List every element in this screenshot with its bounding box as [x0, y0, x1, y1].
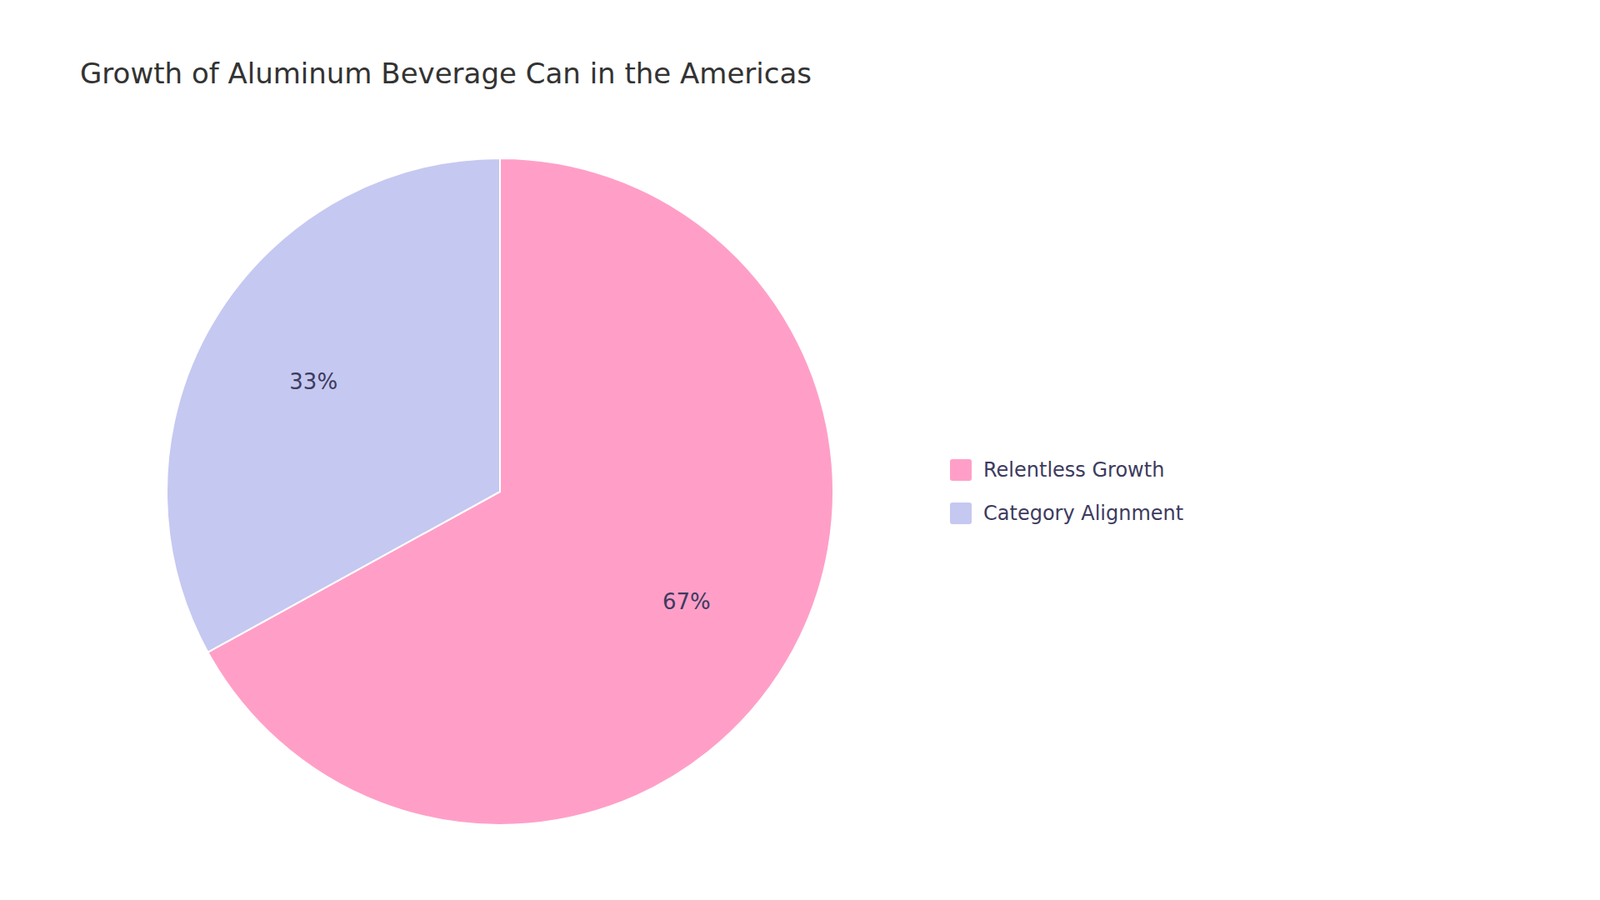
legend-swatch	[950, 459, 972, 481]
legend: Relentless Growth Category Alignment	[950, 458, 1184, 525]
legend-swatch	[950, 502, 972, 525]
data-label: 33%	[289, 369, 338, 395]
legend-label: Category Alignment	[983, 501, 1184, 525]
chart-svg: Growth of Aluminum Beverage Can in the A…	[0, 0, 1600, 900]
data-label: 67%	[662, 589, 711, 615]
legend-label: Relentless Growth	[983, 458, 1165, 482]
background	[0, 0, 1600, 900]
chart-title: Growth of Aluminum Beverage Can in the A…	[80, 56, 812, 90]
pie-slice	[166, 158, 500, 653]
pie-slices	[166, 158, 834, 825]
chart-container: Growth of Aluminum Beverage Can in the A…	[0, 0, 1600, 900]
pie-labels: 67% 33%	[289, 369, 710, 615]
